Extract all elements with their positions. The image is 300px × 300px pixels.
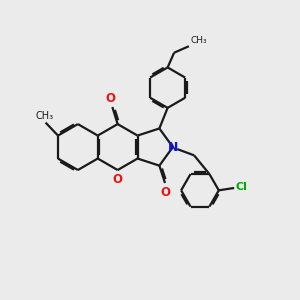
Text: O: O bbox=[112, 173, 122, 186]
Text: O: O bbox=[106, 92, 116, 105]
Text: Cl: Cl bbox=[236, 182, 248, 192]
Text: CH₃: CH₃ bbox=[190, 36, 207, 45]
Text: O: O bbox=[160, 186, 171, 199]
Text: CH₃: CH₃ bbox=[35, 111, 53, 121]
Text: N: N bbox=[168, 141, 178, 154]
